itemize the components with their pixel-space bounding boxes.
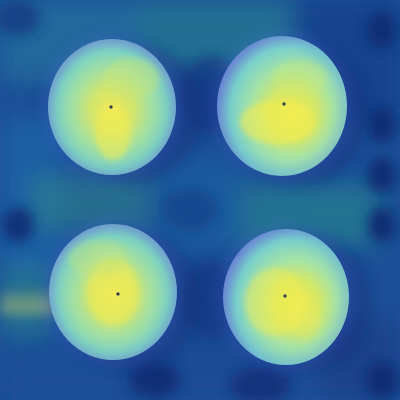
disc-bottom-left (49, 224, 177, 360)
disc-top-right (217, 36, 347, 176)
disc-rim-tint (43, 31, 354, 370)
disc-top-left (48, 39, 176, 175)
disc-bottom-right (223, 229, 349, 365)
